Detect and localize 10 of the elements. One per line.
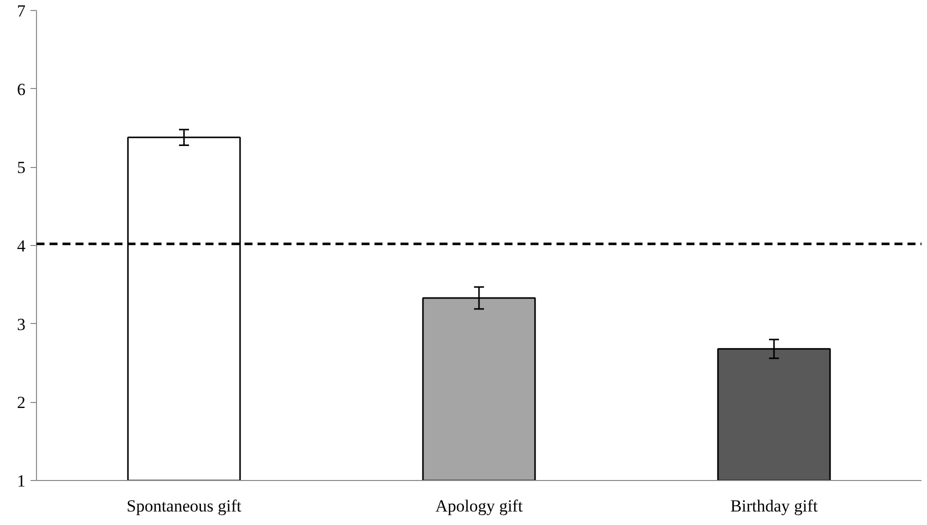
- y-tick-label: 6: [17, 80, 26, 99]
- x-tick-label: Spontaneous gift: [126, 496, 242, 516]
- y-tick-label: 3: [17, 314, 26, 334]
- y-tick-label: 5: [17, 158, 26, 178]
- y-tick-label: 1: [17, 472, 26, 490]
- y-tick-label: 7: [17, 2, 26, 20]
- y-tick-label: 2: [17, 393, 26, 412]
- x-tick-label: Apology gift: [435, 496, 523, 516]
- y-tick-label: 4: [17, 236, 26, 256]
- x-tick-label: Birthday gift: [730, 496, 818, 516]
